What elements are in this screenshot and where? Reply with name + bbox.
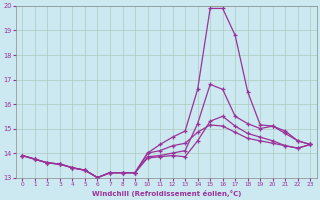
X-axis label: Windchill (Refroidissement éolien,°C): Windchill (Refroidissement éolien,°C) <box>92 190 241 197</box>
